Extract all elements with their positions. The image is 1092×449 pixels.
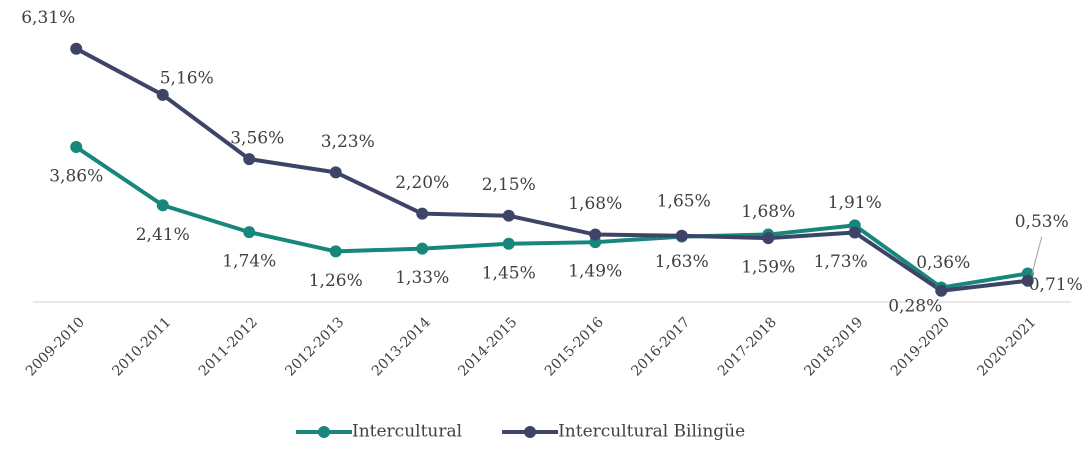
x-tick-label: 2011-2012 [196, 314, 261, 379]
point [848, 226, 861, 239]
data-label: 0,28% [888, 296, 942, 316]
legend-marker [524, 426, 537, 438]
point [416, 207, 429, 220]
data-label: 1,49% [568, 262, 622, 282]
point [502, 237, 515, 250]
x-tick-label: 2020-2021 [974, 314, 1039, 379]
data-label: 1,63% [655, 252, 709, 272]
data-label: 2,15% [482, 175, 536, 195]
point [70, 42, 83, 55]
point [589, 228, 602, 241]
data-label: 5,16% [160, 68, 214, 88]
x-tick-label: 2019-2020 [888, 314, 953, 379]
point [502, 209, 515, 222]
x-tick-label: 2012-2013 [282, 314, 347, 379]
x-tick-label: 2018-2019 [801, 314, 866, 379]
data-label: 1,45% [482, 263, 536, 283]
data-label: 3,86% [49, 167, 103, 187]
point [243, 226, 256, 239]
legend-label: Intercultural Bilingüe [558, 422, 745, 442]
data-label: 1,68% [741, 202, 795, 222]
x-tick-label: 2009-2010 [23, 314, 88, 379]
point [156, 199, 169, 212]
data-label: 6,31% [21, 8, 75, 28]
series-line [75, 145, 1029, 290]
x-tick-label: 2013-2014 [369, 314, 434, 379]
data-label: 3,56% [230, 129, 284, 149]
series-line [75, 46, 1028, 293]
point [935, 284, 948, 297]
point [675, 229, 688, 242]
legend-label: Intercultural [352, 422, 462, 442]
x-tick-label: 2015-2016 [542, 314, 607, 379]
x-tick-label: 2010-2011 [109, 314, 174, 379]
x-tick-label: 2017-2018 [715, 314, 780, 379]
x-tick-label: 2016-2017 [628, 314, 693, 379]
data-label: 2,20% [395, 173, 449, 193]
data-label: 1,26% [309, 271, 363, 291]
leader-line [1031, 236, 1043, 275]
data-label: 1,91% [828, 193, 882, 213]
legend-marker [318, 426, 330, 438]
point [762, 232, 775, 245]
point [1021, 274, 1034, 287]
point [243, 153, 256, 166]
point [329, 166, 342, 179]
point [156, 88, 169, 101]
data-label: 1,59% [741, 258, 795, 278]
x-tick-label: 2014-2015 [455, 314, 520, 379]
point [416, 242, 429, 255]
data-label: 1,68% [568, 194, 622, 214]
data-label: 2,41% [136, 225, 190, 245]
point [329, 245, 342, 258]
data-label: 0,36% [916, 253, 970, 273]
data-label: 0,71% [1029, 275, 1083, 295]
data-label: 3,23% [321, 132, 375, 152]
data-label: 1,33% [395, 268, 449, 288]
data-label: 1,74% [222, 252, 276, 272]
data-label: 0,53% [1015, 212, 1069, 232]
data-label: 1,73% [814, 252, 868, 272]
point [70, 141, 83, 154]
data-label: 1,65% [657, 191, 711, 211]
